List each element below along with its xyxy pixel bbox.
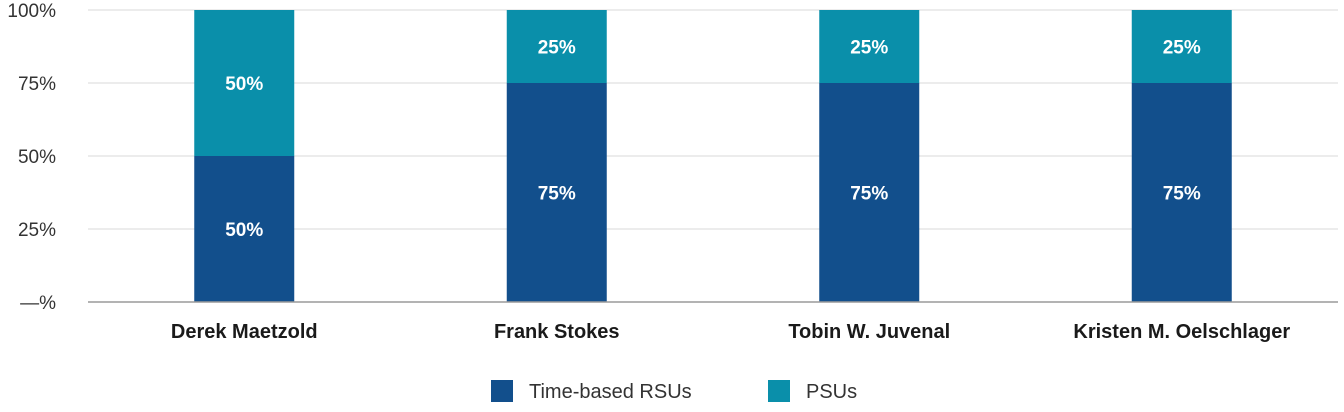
data-label: 25%	[1163, 38, 1201, 59]
y-tick-label: —%	[20, 293, 56, 314]
y-tick-label: 25%	[18, 220, 56, 241]
bar-segment	[819, 10, 920, 83]
data-label: 75%	[1163, 184, 1201, 205]
bar-segment	[819, 83, 920, 302]
data-label: 50%	[225, 74, 263, 95]
category-label: Kristen M. Oelschlager	[1073, 321, 1290, 343]
legend-swatch	[768, 380, 790, 402]
data-label: 75%	[538, 184, 576, 205]
legend-label: Time-based RSUs	[529, 381, 692, 403]
bar-segment	[194, 10, 295, 156]
data-label: 50%	[225, 220, 263, 241]
data-label: 25%	[850, 38, 888, 59]
data-labels: 50% 50% 75% 25% 75% 25% 75% 25%	[225, 38, 1201, 242]
y-tick-label: 75%	[18, 74, 56, 95]
y-tick-label: 50%	[18, 147, 56, 168]
category-label: Tobin W. Juvenal	[788, 321, 950, 343]
x-axis-categories: Derek Maetzold Frank Stokes Tobin W. Juven…	[171, 321, 1290, 343]
legend-swatch	[491, 380, 513, 402]
y-tick-label: 100%	[7, 1, 56, 22]
bar-segment	[1131, 83, 1232, 302]
category-label: Derek Maetzold	[171, 321, 318, 343]
grid-lines	[88, 9, 1338, 230]
bar-segment	[194, 156, 295, 302]
bar-segment	[506, 83, 607, 302]
data-label: 25%	[538, 38, 576, 59]
bar-segment	[1131, 10, 1232, 83]
bar-segment	[506, 10, 607, 83]
legend: Time-based RSUs PSUs	[491, 380, 857, 403]
legend-label: PSUs	[806, 381, 857, 403]
data-label: 75%	[850, 184, 888, 205]
bars	[194, 10, 1232, 302]
y-axis-ticks: —% 25% 50% 75% 100%	[7, 1, 56, 314]
category-label: Frank Stokes	[494, 321, 620, 343]
